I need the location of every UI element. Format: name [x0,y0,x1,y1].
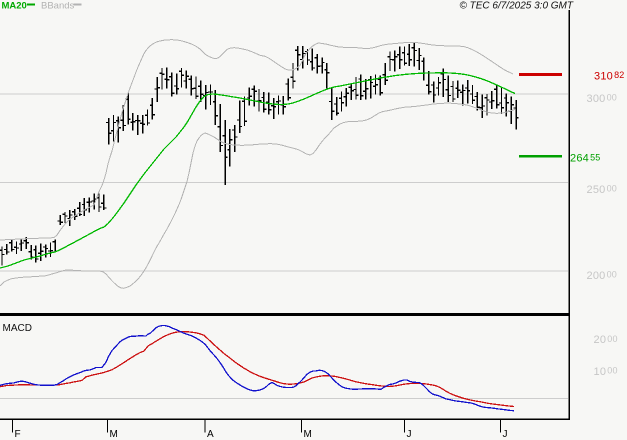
svg-text:00: 00 [607,93,617,103]
svg-text:© TEC 6/7/2025 3:0 GMT: © TEC 6/7/2025 3:0 GMT [459,1,573,12]
svg-text:10: 10 [594,366,607,378]
svg-text:MA20: MA20 [2,1,27,12]
svg-text:264: 264 [570,153,589,165]
svg-text:J: J [503,429,508,440]
svg-text:250: 250 [587,184,606,196]
svg-text:82: 82 [614,70,624,80]
svg-text:MACD: MACD [3,323,32,334]
svg-text:00: 00 [607,184,617,194]
svg-text:BBands: BBands [41,1,75,12]
svg-text:F: F [15,429,21,440]
svg-text:M: M [304,429,312,440]
svg-text:310: 310 [594,70,613,82]
svg-text:M: M [110,429,118,440]
svg-text:200: 200 [587,270,606,282]
svg-text:A: A [207,429,214,440]
svg-text:55: 55 [590,152,600,162]
svg-text:00: 00 [607,334,617,344]
svg-text:300: 300 [587,93,606,105]
svg-text:00: 00 [607,270,617,280]
svg-text:00: 00 [607,365,617,375]
svg-text:J: J [407,429,412,440]
svg-text:20: 20 [594,334,607,346]
